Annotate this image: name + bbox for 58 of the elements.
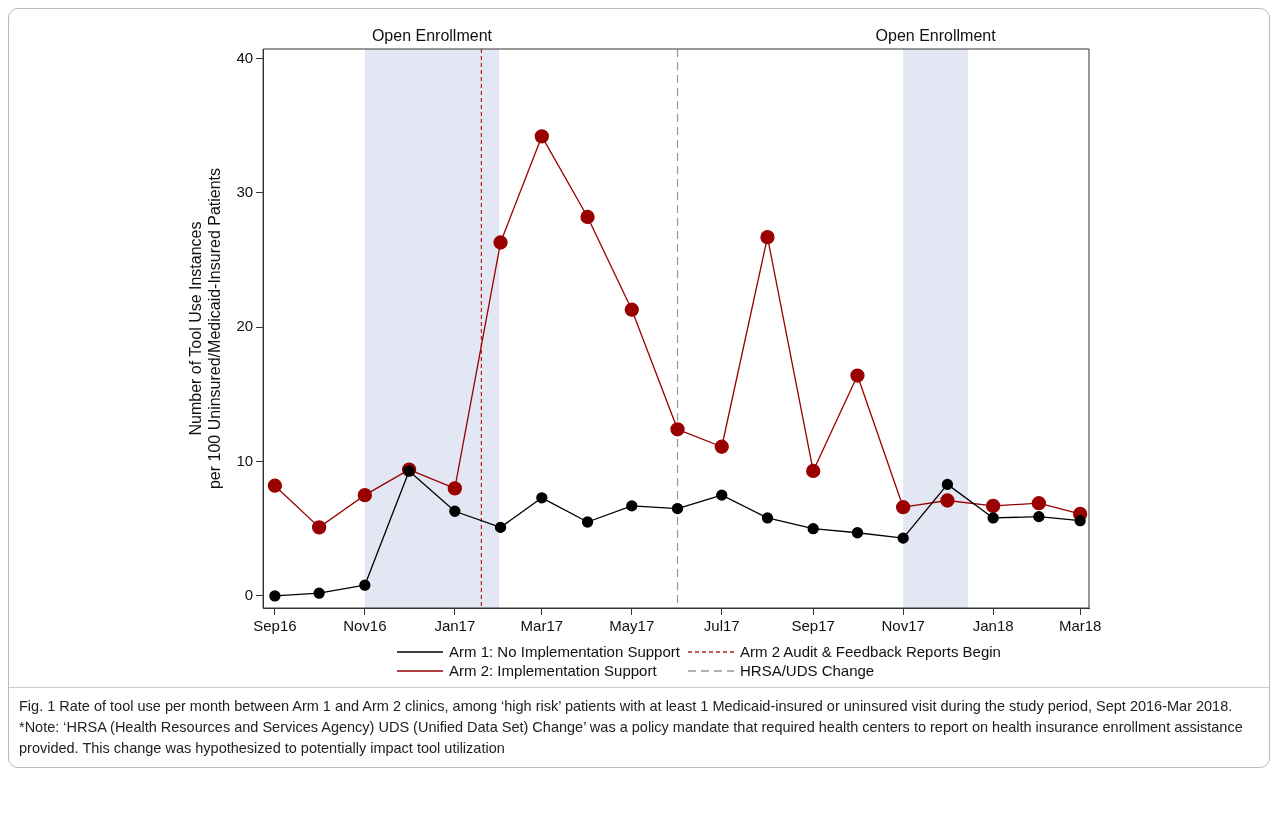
point xyxy=(534,129,549,144)
point xyxy=(494,521,507,534)
x-tick-label: Mar18 xyxy=(1058,617,1102,635)
x-tick-label: Sep16 xyxy=(253,617,297,635)
point xyxy=(671,502,684,515)
x-tick-label: May17 xyxy=(609,617,655,635)
band-label: Open Enrollment xyxy=(875,27,997,45)
x-tick-label: Nov17 xyxy=(881,617,925,635)
point xyxy=(313,587,325,599)
point xyxy=(449,505,461,517)
point xyxy=(940,493,955,508)
point xyxy=(761,512,774,524)
y-tick-label: 0 xyxy=(244,586,254,604)
point xyxy=(580,209,595,225)
y-axis-title: Number of Tool Use Instances per 100 Uninsured/Medicaid-Insured Patients xyxy=(187,167,224,490)
point xyxy=(850,368,865,383)
point xyxy=(807,523,819,535)
legend-label: Arm 2 Audit & Feedback Reports Begin xyxy=(739,643,1001,660)
point xyxy=(806,463,821,479)
x-tick-label: Jul17 xyxy=(703,617,740,635)
point xyxy=(714,439,729,454)
point xyxy=(447,481,462,496)
point xyxy=(941,478,954,491)
point xyxy=(896,500,911,515)
point xyxy=(359,579,371,591)
point xyxy=(357,487,372,503)
point xyxy=(536,492,548,504)
x-tick-label: Jan18 xyxy=(972,617,1014,635)
point xyxy=(760,229,775,245)
point xyxy=(267,478,283,493)
point xyxy=(985,498,1001,514)
point xyxy=(1074,515,1086,527)
point xyxy=(581,516,594,528)
legend-label: Arm 1: No Implementation Support xyxy=(449,643,680,660)
x-tick-label: Mar17 xyxy=(520,617,564,635)
x-tick-label: Jan17 xyxy=(434,617,476,635)
point xyxy=(987,512,999,524)
legend-label: HRSA/UDS Change xyxy=(739,662,875,679)
legend-label: Arm 2: Implementation Support xyxy=(449,662,657,679)
point xyxy=(1033,510,1045,523)
point xyxy=(897,532,909,544)
point xyxy=(851,527,864,539)
point xyxy=(716,489,728,501)
point xyxy=(624,302,639,317)
point xyxy=(1031,496,1046,511)
caption: Fig. 1 Rate of tool use per month between Arm 1 and Arm 2 clinics, among ‘high risk’ patients with at least 1 Medicaid-insured or uninsured visit during the study period, Sept 2016-Mar 2018. *Note: ‘HRSA (Health Resources and Services Agency) UDS (Unified Data Set) Change’ was a policy mandate that required health centers to report on health insurance enrollment assistance provided. This change was hypothesized to potentially impact tool utilization xyxy=(19,697,1244,759)
y-tick-label: 40 xyxy=(236,48,254,66)
point xyxy=(269,590,281,602)
point xyxy=(311,520,327,535)
point xyxy=(493,235,508,250)
y-tick-label: 30 xyxy=(236,182,254,200)
x-tick-label: Nov16 xyxy=(343,617,387,635)
point xyxy=(670,422,685,437)
band-label: Open Enrollment xyxy=(371,27,493,45)
y-tick-label: 20 xyxy=(236,317,254,335)
x-tick-label: Sep17 xyxy=(791,617,835,635)
y-tick-label: 10 xyxy=(236,451,254,469)
point xyxy=(626,500,638,512)
